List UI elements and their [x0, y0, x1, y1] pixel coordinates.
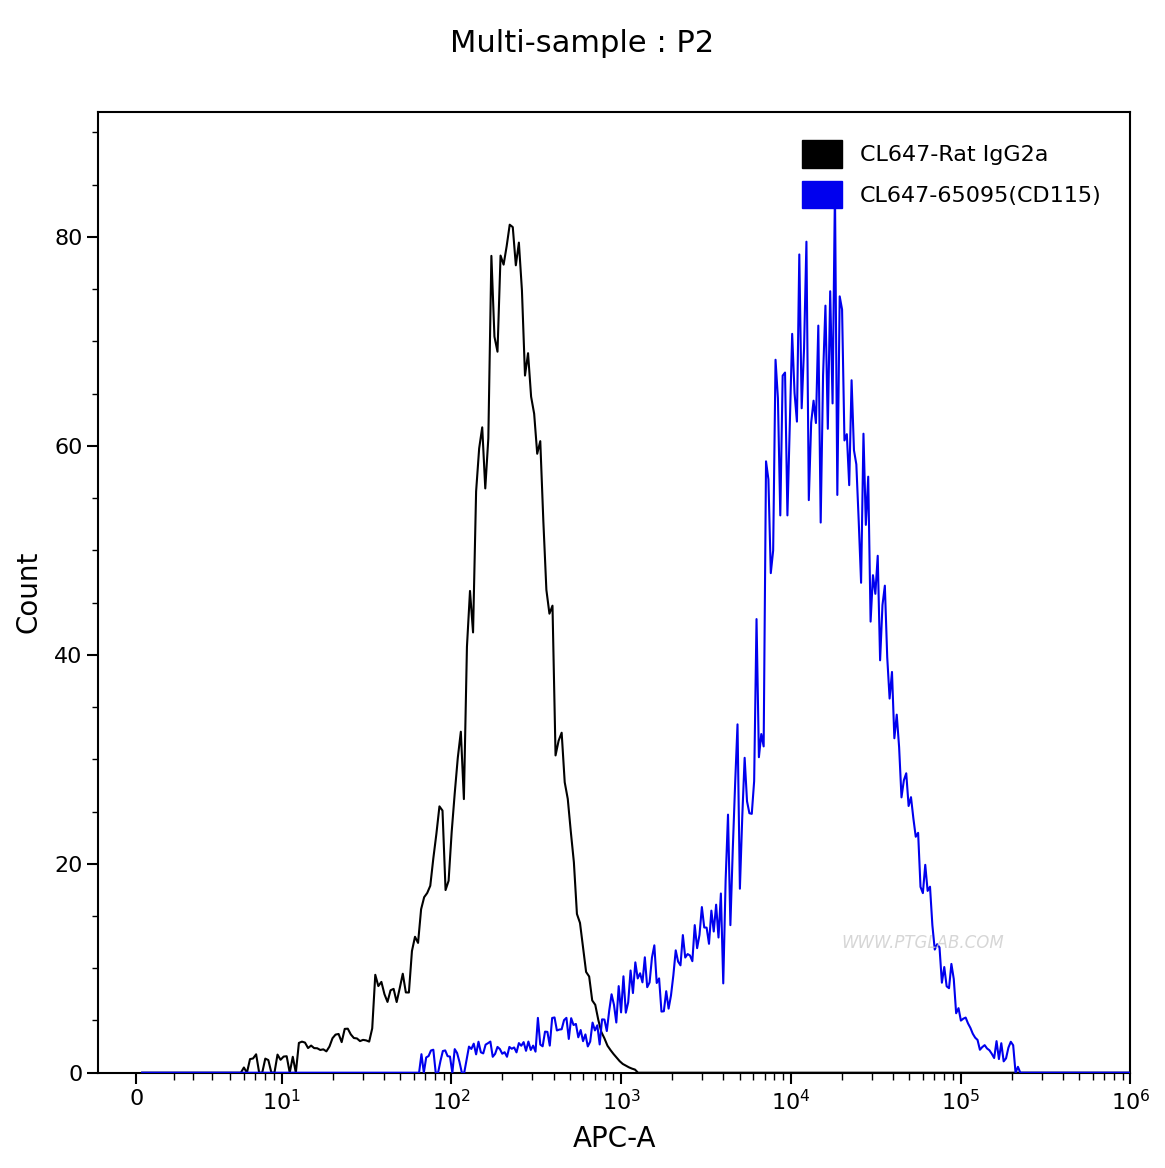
X-axis label: APC-A: APC-A — [573, 1125, 656, 1153]
Text: WWW.PTGLAB.COM: WWW.PTGLAB.COM — [841, 933, 1004, 952]
Text: Multi-sample : P2: Multi-sample : P2 — [451, 29, 714, 58]
Y-axis label: Count: Count — [15, 551, 43, 633]
Legend: CL647-Rat IgG2a, CL647-65095(CD115): CL647-Rat IgG2a, CL647-65095(CD115) — [784, 123, 1120, 225]
